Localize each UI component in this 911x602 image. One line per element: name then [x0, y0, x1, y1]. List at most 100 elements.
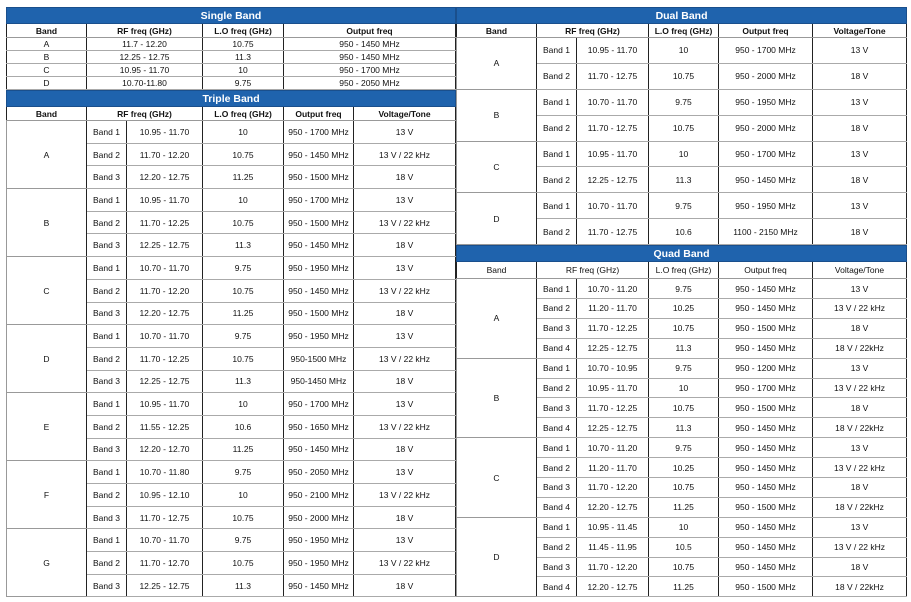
sub-band-label: Band 1 — [86, 392, 127, 416]
table-cell: 11.70 - 12.20 — [126, 142, 203, 167]
table-cell: 950 - 1500 MHz — [718, 317, 813, 339]
table-cell: 950 - 1500 MHz — [718, 397, 813, 419]
sub-band-label: Band 1 — [86, 528, 127, 553]
band-label: A — [456, 37, 537, 90]
band-label: D — [6, 324, 87, 394]
sub-band-label: Band 1 — [536, 278, 577, 300]
table-row: A Band 1 10.95 - 11.70 10 950 - 1700 MHz 13 V — [456, 37, 908, 90]
section-title-row: Dual Band — [455, 7, 908, 24]
table-cell: 18 V / 22kHz — [811, 417, 908, 439]
column-header: RF freq (GHz) — [86, 106, 203, 121]
table-cell: 13 V / 22 kHz — [352, 551, 457, 575]
left-panel: Single Band Band RF freq (GHz) L.O freq (GH… — [5, 7, 457, 598]
table-cell: 950 - 2100 MHz — [283, 483, 354, 507]
table-cell: 950 - 1450 MHz — [283, 50, 456, 64]
table-cell: 12.25 - 12.75 — [126, 233, 203, 258]
sub-band-label: Band 1 — [86, 188, 127, 212]
sub-band-label: Band 4 — [536, 576, 577, 598]
table-cell: 10.70-11.80 — [86, 76, 203, 90]
table-cell: 13 V / 22 kHz — [352, 210, 457, 235]
band-label: A — [6, 119, 87, 190]
table-cell: 10 — [648, 37, 719, 64]
table-cell: 950 - 1700 MHz — [283, 188, 354, 212]
table-cell: 13 V — [352, 188, 457, 212]
table-cell: 11.25 — [648, 576, 719, 598]
table-cell: 11.20 - 11.70 — [576, 298, 649, 319]
table-cell: 13 V — [352, 392, 457, 416]
table-cell: 10.70 - 10.95 — [576, 357, 649, 379]
table-cell: 10.95 - 11.70 — [126, 188, 203, 212]
table-cell: 11.20 - 11.70 — [576, 457, 649, 479]
table-row: Band 4 12.25 - 12.75 11.3 950 - 1450 MHz 18 … — [457, 337, 908, 359]
band-label: F — [6, 460, 87, 530]
table-cell: 13 V — [352, 324, 457, 348]
table-row: Band 3 11.70 - 12.25 10.75 950 - 1500 MHz 18… — [457, 317, 908, 339]
sub-band-label: Band 4 — [536, 417, 577, 439]
table-cell: 18 V — [352, 437, 457, 462]
table-cell: B — [6, 50, 87, 64]
table-cell: 11.3 — [648, 337, 719, 359]
table-cell: 950 - 1700 MHz — [718, 140, 813, 168]
table-row: F Band 1 10.70 - 11.80 9.75 950 - 2050 MHz 13… — [6, 460, 457, 530]
table-cell: 10.70 - 11.70 — [126, 528, 203, 553]
column-header: Output freq — [283, 106, 354, 121]
table-cell: 950 - 2000 MHz — [718, 62, 813, 90]
table-cell: 950-1500 MHz — [283, 346, 354, 371]
sub-band-label: Band 1 — [86, 460, 127, 484]
table-row: C Band 1 10.70 - 11.70 9.75 950 - 1950 MHz 13… — [6, 256, 457, 326]
band-label: B — [6, 188, 87, 258]
table-cell: 11.70 - 12.20 — [576, 477, 649, 498]
table-cell: 11.25 — [202, 437, 284, 462]
table-cell: 9.75 — [202, 76, 284, 90]
table-cell: 12.25 - 12.75 — [576, 337, 649, 359]
sub-band-label: Band 1 — [536, 437, 577, 459]
column-header: Voltage/Tone — [352, 106, 457, 121]
table-row: B 12.25 - 12.75 11.3 950 - 1450 MHz — [6, 50, 456, 64]
sub-band-label: Band 2 — [86, 346, 127, 371]
table-cell: 13 V / 22 kHz — [811, 536, 908, 558]
table-cell: 950 - 2000 MHz — [718, 114, 813, 142]
table-cell: 13 V / 22 kHz — [352, 414, 457, 439]
table-cell: 10.6 — [648, 218, 719, 246]
column-header: L.O freq (GHz) — [202, 23, 284, 38]
table-cell: 18 V — [352, 369, 457, 394]
table-cell: 18 V — [352, 165, 457, 190]
section-title-row: Single Band — [6, 7, 456, 24]
sub-band-label: Band 1 — [536, 516, 577, 538]
table-cell: 950 - 1700 MHz — [283, 63, 456, 77]
column-header: Band — [6, 23, 87, 38]
table-cell: 13 V — [352, 120, 457, 144]
sub-band-label: Band 2 — [86, 278, 127, 303]
table-cell: 11.70 - 12.75 — [576, 114, 649, 142]
table-cell: 9.75 — [202, 460, 284, 484]
sub-band-label: Band 3 — [86, 573, 127, 598]
sub-band-label: Band 3 — [86, 301, 127, 326]
table-cell: 13 V — [811, 437, 908, 459]
table-cell: 13 V — [811, 140, 908, 168]
table-cell: 11.3 — [202, 573, 284, 598]
table-cell: 11.3 — [202, 50, 284, 64]
table-cell: 950 - 1950 MHz — [283, 528, 354, 553]
table-cell: 10 — [648, 516, 719, 538]
table-cell: 12.20 - 12.75 — [576, 496, 649, 518]
table-row: Band 2 11.70 - 12.70 10.75 950 - 1950 MHz 13… — [7, 551, 457, 575]
table-cell: 11.70 - 12.75 — [576, 218, 649, 246]
table-cell: 10.75 — [202, 505, 284, 530]
sub-band-label: Band 2 — [536, 218, 577, 246]
sub-band-label: Band 2 — [86, 210, 127, 235]
sub-band-label: Band 2 — [536, 377, 577, 399]
column-header: Voltage/Tone — [811, 261, 908, 280]
table-cell: 10.25 — [648, 457, 719, 479]
table-cell: 9.75 — [202, 528, 284, 553]
table-cell: 18 V — [811, 166, 908, 194]
table-cell: 10 — [202, 483, 284, 507]
table-row: Band 3 11.70 - 12.20 10.75 950 - 1450 MHz 18… — [457, 477, 908, 498]
table-cell: 10.95 - 11.70 — [576, 140, 649, 168]
table-cell: 950 - 1450 MHz — [718, 337, 813, 359]
header-row: Band RF freq (GHz) L.O freq (GHz) Output fr… — [6, 106, 457, 121]
sub-band-label: Band 4 — [536, 337, 577, 359]
table-cell: 10.75 — [202, 551, 284, 575]
table-cell: 11.70 - 12.25 — [126, 346, 203, 371]
table-cell: 10.75 — [648, 397, 719, 419]
table-row: Band 3 12.25 - 12.75 11.3 950 - 1450 MHz 18 … — [7, 233, 457, 258]
